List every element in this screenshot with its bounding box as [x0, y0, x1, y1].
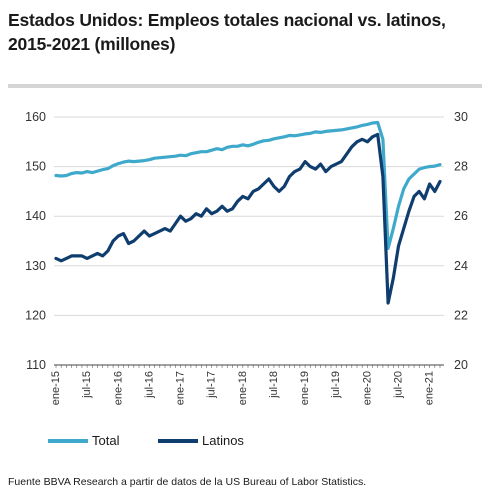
left-axis-tick-labels: 110 120 130 140 150 160 — [25, 110, 46, 372]
x-axis-tick-label: ene-17 — [175, 371, 187, 405]
x-axis-tick-label: ene-20 — [361, 371, 373, 405]
chart-title: Estados Unidos: Empleos totales nacional… — [8, 10, 446, 54]
legend-swatch-total — [48, 439, 88, 443]
legend-swatch-latinos — [158, 439, 198, 443]
right-axis-tick-label: 28 — [454, 160, 468, 174]
x-axis-tick-label: ene-18 — [237, 371, 249, 405]
x-axis-tick-label: ene-16 — [112, 371, 124, 405]
series-lines — [54, 120, 442, 305]
gridlines — [54, 116, 444, 316]
x-axis-tick-label: jul-16 — [143, 371, 155, 399]
left-axis-tick-label: 130 — [25, 259, 46, 273]
legend-item-total: Total — [48, 433, 148, 449]
left-axis-tick-label: 150 — [25, 160, 46, 174]
source-note: Fuente BBVA Research a partir de datos d… — [8, 476, 367, 488]
legend-label-total: Total — [92, 433, 120, 448]
x-axis-tick-label: jul-15 — [81, 371, 93, 399]
x-axis-tick-label: jul-18 — [268, 371, 280, 399]
legend-item-latinos: Latinos — [158, 433, 278, 449]
right-axis-tick-label: 26 — [454, 209, 468, 223]
right-axis-tick-label: 22 — [454, 308, 468, 322]
left-axis-tick-label: 110 — [26, 358, 46, 372]
title-divider — [8, 84, 482, 88]
legend: Total Latinos — [0, 433, 490, 449]
left-axis-tick-label: 160 — [25, 110, 46, 124]
x-axis-tick-label: jul-17 — [206, 371, 218, 399]
x-axis-tick-label: jul-20 — [392, 371, 404, 399]
right-axis-tick-label: 20 — [454, 358, 468, 372]
legend-label-latinos: Latinos — [202, 433, 244, 448]
x-axis-tick-label: ene-21 — [424, 371, 436, 405]
left-axis-tick-label: 120 — [25, 308, 46, 322]
right-axis-tick-label: 24 — [454, 259, 468, 273]
left-axis-tick-label: 140 — [25, 209, 46, 223]
series-line-total — [54, 120, 442, 250]
x-axis-tick-labels: ene-15 jul-15 ene-16 jul-16 ene-17 jul-17 ene-… — [50, 365, 441, 405]
x-axis-tick-label: jul-19 — [330, 371, 342, 399]
x-axis-tick-label: ene-19 — [299, 371, 311, 405]
right-axis-tick-labels: 20 22 24 26 28 30 — [454, 110, 468, 372]
right-axis-tick-label: 30 — [454, 110, 468, 124]
line-chart: 110 120 130 140 150 160 20 22 24 26 28 30 ene-15 ju… — [25, 110, 468, 405]
series-line-latinos — [54, 132, 442, 305]
x-axis-tick-label: ene-15 — [50, 371, 62, 405]
